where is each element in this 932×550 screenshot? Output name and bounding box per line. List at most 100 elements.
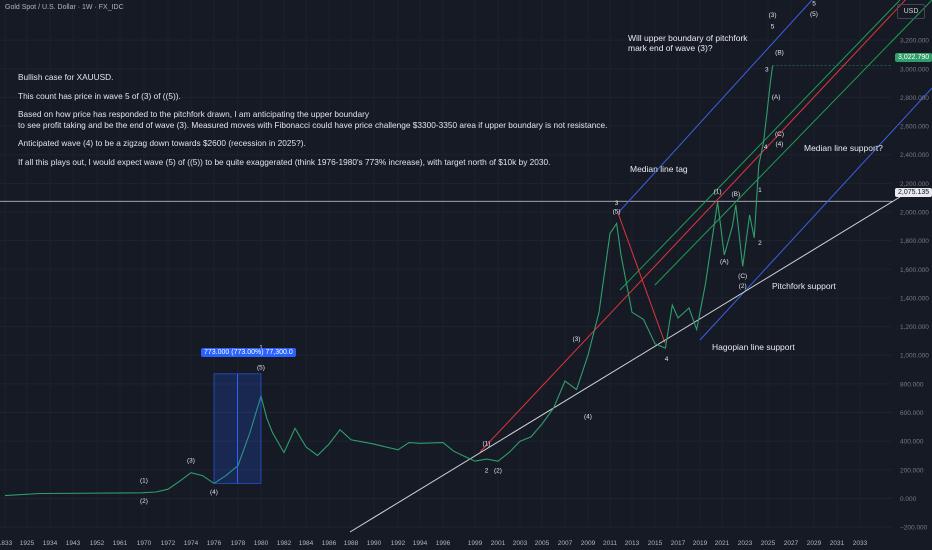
x-tick-label: 2017 xyxy=(671,540,686,547)
x-tick-label: 1970 xyxy=(137,540,152,547)
x-tick-label: 1986 xyxy=(322,540,337,547)
last-price-label: 3,022.790 xyxy=(895,53,932,62)
x-tick-label: 2025 xyxy=(761,540,776,547)
wave-label: (3) xyxy=(769,12,777,19)
y-tick-label: 2,000.000 xyxy=(900,210,929,217)
x-tick-label: 1925 xyxy=(20,540,35,547)
x-tick-label: 1952 xyxy=(90,540,105,547)
x-tick-label: 2015 xyxy=(648,540,663,547)
note-line-1: Bullish case for XAUUSD. xyxy=(18,72,114,82)
lower-fork-line xyxy=(699,87,932,341)
currency-button[interactable]: USD xyxy=(897,4,925,19)
wave-label: (B) xyxy=(775,49,784,56)
x-tick-label: 1982 xyxy=(277,540,292,547)
x-tick-label: 2029 xyxy=(807,540,822,547)
x-tick-label: 2009 xyxy=(581,540,596,547)
x-tick-label: 1974 xyxy=(184,540,199,547)
wave-label: (1) xyxy=(714,188,722,195)
y-tick-label: 1,600.000 xyxy=(900,267,929,274)
y-tick-label: 1,800.000 xyxy=(900,238,929,245)
x-tick-label: 2007 xyxy=(558,540,573,547)
wave-labels: (1)(2)(3)(4)(5)1(1)2(2)(3)(4)3(5)4(1)(B)… xyxy=(140,1,818,505)
x-tick-label: 1978 xyxy=(231,540,246,547)
x-tick-label: 1996 xyxy=(436,540,451,547)
x-tick-label: 1934 xyxy=(43,540,58,547)
inner-fork-line xyxy=(619,0,901,291)
x-tick-label: 1976 xyxy=(207,540,222,547)
x-tick-label: 1972 xyxy=(161,540,176,547)
x-tick-label: 2031 xyxy=(830,540,845,547)
wave-label: (4) xyxy=(776,141,784,148)
y-tick-label: 3,200.000 xyxy=(900,38,929,45)
wave-label: 3 xyxy=(615,200,619,207)
wave-label: (4) xyxy=(584,413,592,420)
wave-label: 5 xyxy=(771,24,775,31)
wave-label: (3) xyxy=(187,458,195,465)
y-tick-label: 3,000.000 xyxy=(900,66,929,73)
price-line xyxy=(4,65,774,497)
horizontal-level-label: 2,075.135 xyxy=(895,188,932,197)
x-tick-label: 1992 xyxy=(391,540,406,547)
x-tick-label: 2023 xyxy=(738,540,753,547)
wave-label: (5) xyxy=(257,365,265,372)
wave-label: (1) xyxy=(483,440,491,447)
fork-handle xyxy=(617,212,666,344)
x-tick-label: 2001 xyxy=(491,540,506,547)
grid xyxy=(0,39,892,528)
x-tick-label: 1990 xyxy=(367,540,382,547)
y-tick-label: −200.000 xyxy=(900,525,928,532)
wave-label: 1 xyxy=(758,187,762,194)
wave-label: (4) xyxy=(210,489,218,496)
wave-label: 5 xyxy=(812,1,816,8)
wave-label: (A) xyxy=(720,259,729,266)
measure-box xyxy=(213,373,262,484)
wave-label: (3) xyxy=(573,336,581,343)
analysis-note: Bullish case for XAUUSD. This count has … xyxy=(18,72,618,175)
x-tick-label: 2021 xyxy=(715,540,730,547)
y-tick-label: 600.000 xyxy=(900,410,924,417)
x-tick-label: 1833 xyxy=(0,540,13,547)
y-tick-label: 200.000 xyxy=(900,467,924,474)
question-annotation: Will upper boundary of pitchfork mark end… xyxy=(628,33,748,53)
y-tick-label: 2,400.000 xyxy=(900,152,929,159)
median-tag-annotation: Median line tag xyxy=(630,164,688,174)
x-tick-label: 1943 xyxy=(66,540,81,547)
upper-fork-line xyxy=(617,0,813,214)
x-tick-label: 2033 xyxy=(853,540,868,547)
y-tick-label: 2,600.000 xyxy=(900,124,929,131)
hagopian-annotation: Hagopian line support xyxy=(712,342,795,352)
y-tick-label: 1,200.000 xyxy=(900,324,929,331)
wave-label: (2) xyxy=(140,498,148,505)
wave-label: (C) xyxy=(738,273,747,280)
x-tick-label: 1961 xyxy=(113,540,128,547)
x-tick-label: 1988 xyxy=(344,540,359,547)
axes: −200.000 0.000 200.000 400.000 600.000 800.00… xyxy=(0,38,929,547)
x-tick-label: 2011 xyxy=(603,540,617,547)
measure-label: 773.000 (773.00%) 77,300.0 xyxy=(201,348,296,357)
y-tick-label: 2,800.000 xyxy=(900,95,929,102)
note-line-2: This count has price in wave 5 of (3) of… xyxy=(18,90,181,101)
wave-label: (2) xyxy=(494,468,502,475)
note-line-3: Based on how price has responded to the … xyxy=(18,109,608,130)
wave-label: (2) xyxy=(739,283,747,290)
median-support-annotation: Median line support? xyxy=(804,143,883,153)
chart-title: Gold Spot / U.S. Dollar · 1W · FX_IDC xyxy=(5,4,124,11)
x-tick-label: 2005 xyxy=(535,540,550,547)
wave-label: (5) xyxy=(810,11,818,18)
wave-label: 3 xyxy=(765,67,769,74)
x-tick-label: 2019 xyxy=(693,540,708,547)
wave-label: (1) xyxy=(140,478,148,485)
y-tick-label: 0.000 xyxy=(900,496,917,503)
x-tick-label: 1980 xyxy=(254,540,269,547)
y-tick-label: 1,400.000 xyxy=(900,295,929,302)
median-line xyxy=(479,0,906,453)
note-line-5: If all this plays out, I would expect wa… xyxy=(18,156,551,167)
x-tick-label: 2027 xyxy=(784,540,799,547)
x-tick-label: 2013 xyxy=(625,540,640,547)
wave-label: 2 xyxy=(485,468,489,475)
pitchfork-support-annotation: Pitchfork support xyxy=(772,281,836,291)
x-tick-label: 2003 xyxy=(513,540,528,547)
x-tick-label: 1999 xyxy=(468,540,483,547)
wave-label: 2 xyxy=(758,240,762,247)
